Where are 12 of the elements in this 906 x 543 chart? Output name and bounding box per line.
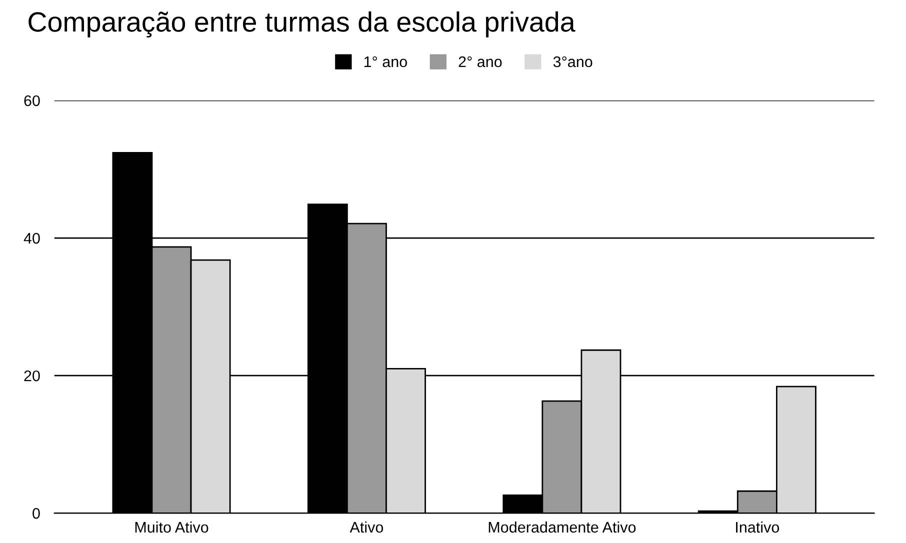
legend-label: 2° ano [458, 56, 502, 68]
y-tick-label: 60 [24, 95, 40, 106]
x-tick-label: Ativo [350, 521, 384, 533]
x-tick-label: Muito Ativo [135, 521, 208, 533]
legend-label: 1° ano [364, 56, 407, 68]
y-tick-label: 0 [32, 508, 40, 519]
legend-label: 3°ano [553, 56, 592, 68]
x-tick-label: Inativo [736, 521, 780, 533]
y-tick-label: 20 [24, 370, 40, 382]
chart-title: Comparação entre turmas da escola privada [28, 11, 576, 38]
y-tick-label: 40 [24, 232, 40, 244]
x-tick-label: Moderadamente Ativo [488, 521, 636, 533]
